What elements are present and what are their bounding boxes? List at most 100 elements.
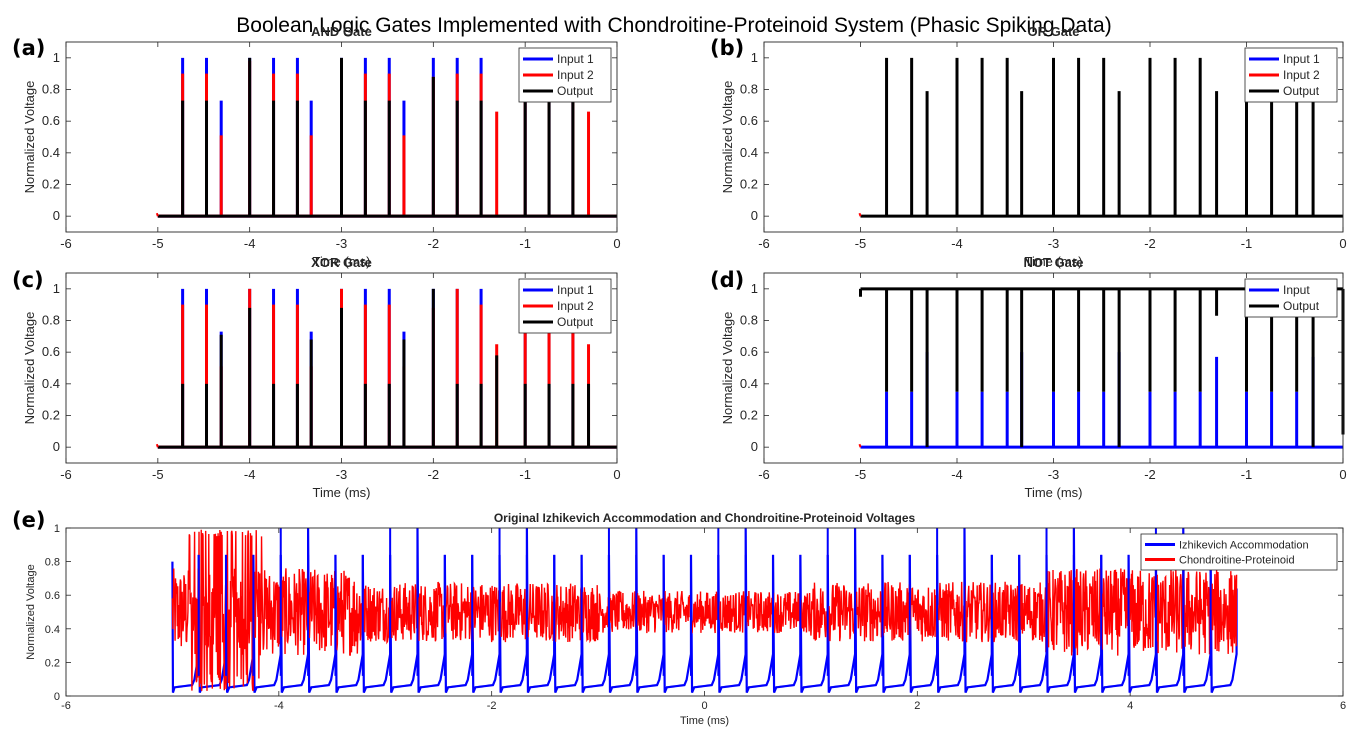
x-tick-label: -1: [1241, 236, 1253, 251]
legend-label: Input 2: [1283, 68, 1320, 82]
x-tick-label: -2: [1144, 467, 1156, 482]
legend: Input 1 Input 2 Output: [518, 278, 612, 334]
legend-label: Input 2: [557, 68, 594, 82]
legend: Input 1 Input 2 Output: [518, 47, 612, 103]
legend-label: Input 1: [1283, 52, 1320, 66]
y-tick-label: 0.6: [45, 590, 60, 602]
series-group: [858, 57, 1343, 218]
x-tick-label: -6: [60, 236, 72, 251]
panel-label-d: (d): [710, 268, 745, 292]
y-tick-label: 1: [751, 50, 758, 65]
y-tick-label: 0.2: [42, 408, 60, 423]
panel-label-b: (b): [710, 36, 745, 60]
y-tick-label: 0: [751, 439, 758, 454]
y-tick-label: 0.6: [42, 113, 60, 128]
y-tick-label: 0.2: [45, 657, 60, 669]
axes-box: [65, 41, 618, 233]
x-tick-label: -4: [274, 700, 284, 712]
axes-box: [65, 272, 618, 464]
series-group: [155, 288, 617, 449]
y-tick-label: 0: [53, 208, 60, 223]
y-tick-label: 1: [751, 281, 758, 296]
panel-label-e: (e): [12, 508, 46, 532]
chart-title: OR Gate: [1027, 24, 1079, 39]
y-tick-label: 0: [53, 439, 60, 454]
start-marker: [858, 443, 862, 448]
x-tick-label: -6: [61, 700, 71, 712]
chart-e: Original Izhikevich Accommodation and Ch…: [25, 511, 1346, 727]
y-axis-label: Normalized Voltage: [22, 81, 37, 194]
x-tick-label: -3: [1048, 236, 1060, 251]
y-tick-label: 1: [53, 50, 60, 65]
y-axis-label: Normalized Voltage: [22, 312, 37, 425]
legend-label: Output: [1283, 84, 1320, 98]
legend-label: Izhikevich Accommodation: [1179, 540, 1309, 552]
x-tick-label: -2: [428, 467, 440, 482]
chart-title: Original Izhikevich Accommodation and Ch…: [494, 511, 916, 525]
y-tick-label: 0.2: [740, 408, 758, 423]
legend-label: Input 2: [557, 299, 594, 313]
x-tick-label: -6: [60, 467, 72, 482]
legend-label: Input 1: [557, 283, 594, 297]
series-chondroitine-proteinoid-line: [171, 529, 1238, 692]
x-tick-label: 0: [701, 700, 707, 712]
x-axis-label: Time (ms): [312, 485, 370, 500]
x-tick-label: -2: [487, 700, 497, 712]
y-tick-label: 1: [53, 281, 60, 296]
x-tick-label: -3: [336, 467, 348, 482]
y-tick-label: 0.4: [740, 145, 758, 160]
axes-box: [65, 527, 1344, 697]
y-tick-label: 0: [751, 208, 758, 223]
legend-label: Input 1: [557, 52, 594, 66]
chart-title: NOT Gate: [1024, 255, 1084, 270]
x-tick-label: -6: [758, 467, 770, 482]
legend-label: Output: [557, 84, 594, 98]
x-axis-label: Time (ms): [680, 715, 729, 727]
y-axis-label: Normalized Voltage: [720, 312, 735, 425]
start-marker: [155, 212, 159, 217]
legend-box: [1244, 278, 1338, 318]
y-tick-label: 0.6: [740, 113, 758, 128]
panel-label-c: (c): [12, 268, 44, 292]
x-tick-label: 4: [1127, 700, 1133, 712]
x-axis-label: Time (ms): [1024, 254, 1082, 269]
chart-b: OR Gate -6 -5 -4 -3 -2 -1 0 0 0.2 0.4 0.6 0.8 1 Time (…: [720, 24, 1347, 269]
x-tick-label: -4: [951, 236, 963, 251]
legend-label: Input: [1283, 283, 1310, 297]
legend: Izhikevich Accommodation Chondroitine-Pro…: [1140, 533, 1338, 571]
legend: Input 1 Input 2 Output: [1244, 47, 1338, 103]
legend-label: Chondroitine-Proteinoid: [1179, 555, 1295, 567]
x-tick-label: -1: [519, 236, 531, 251]
chart-title: XOR Gate: [311, 255, 372, 270]
legend: Input Output: [1244, 278, 1338, 318]
x-tick-label: -1: [519, 467, 531, 482]
x-tick-label: -3: [1048, 467, 1060, 482]
x-tick-label: -1: [1241, 467, 1253, 482]
chart-a: AND Gate -6 -5 -4 -3 -2 -1 0 0 0.2 0.4 0.6 0.8 1 Time …: [22, 24, 621, 269]
axes-box: [763, 41, 1344, 233]
y-tick-label: 1: [54, 523, 60, 535]
x-tick-label: 0: [1339, 467, 1346, 482]
y-tick-label: 0.8: [42, 313, 60, 328]
chart-d: NOT Gate -6 -5 -4 -3 -2 -1 0 0 0.2 0.4 0.6 0.8 1 Time …: [720, 255, 1347, 500]
y-tick-label: 0.4: [45, 624, 60, 636]
start-marker: [858, 212, 862, 217]
start-marker: [155, 443, 159, 448]
x-tick-label: -3: [336, 236, 348, 251]
y-tick-label: 0.8: [740, 82, 758, 97]
x-axis-label: Time (ms): [1024, 485, 1082, 500]
x-tick-label: -4: [244, 467, 256, 482]
x-tick-label: -5: [152, 236, 164, 251]
legend-label: Output: [1283, 299, 1320, 313]
y-tick-label: 0.2: [740, 177, 758, 192]
x-tick-label: 2: [914, 700, 920, 712]
y-tick-label: 0.8: [740, 313, 758, 328]
x-axis-label: Time (ms): [312, 254, 370, 269]
x-tick-label: -2: [1144, 236, 1156, 251]
panel-label-a: (a): [12, 36, 46, 60]
y-tick-label: 0.4: [740, 376, 758, 391]
x-tick-label: -6: [758, 236, 770, 251]
y-tick-label: 0.6: [42, 344, 60, 359]
x-tick-label: 0: [1339, 236, 1346, 251]
